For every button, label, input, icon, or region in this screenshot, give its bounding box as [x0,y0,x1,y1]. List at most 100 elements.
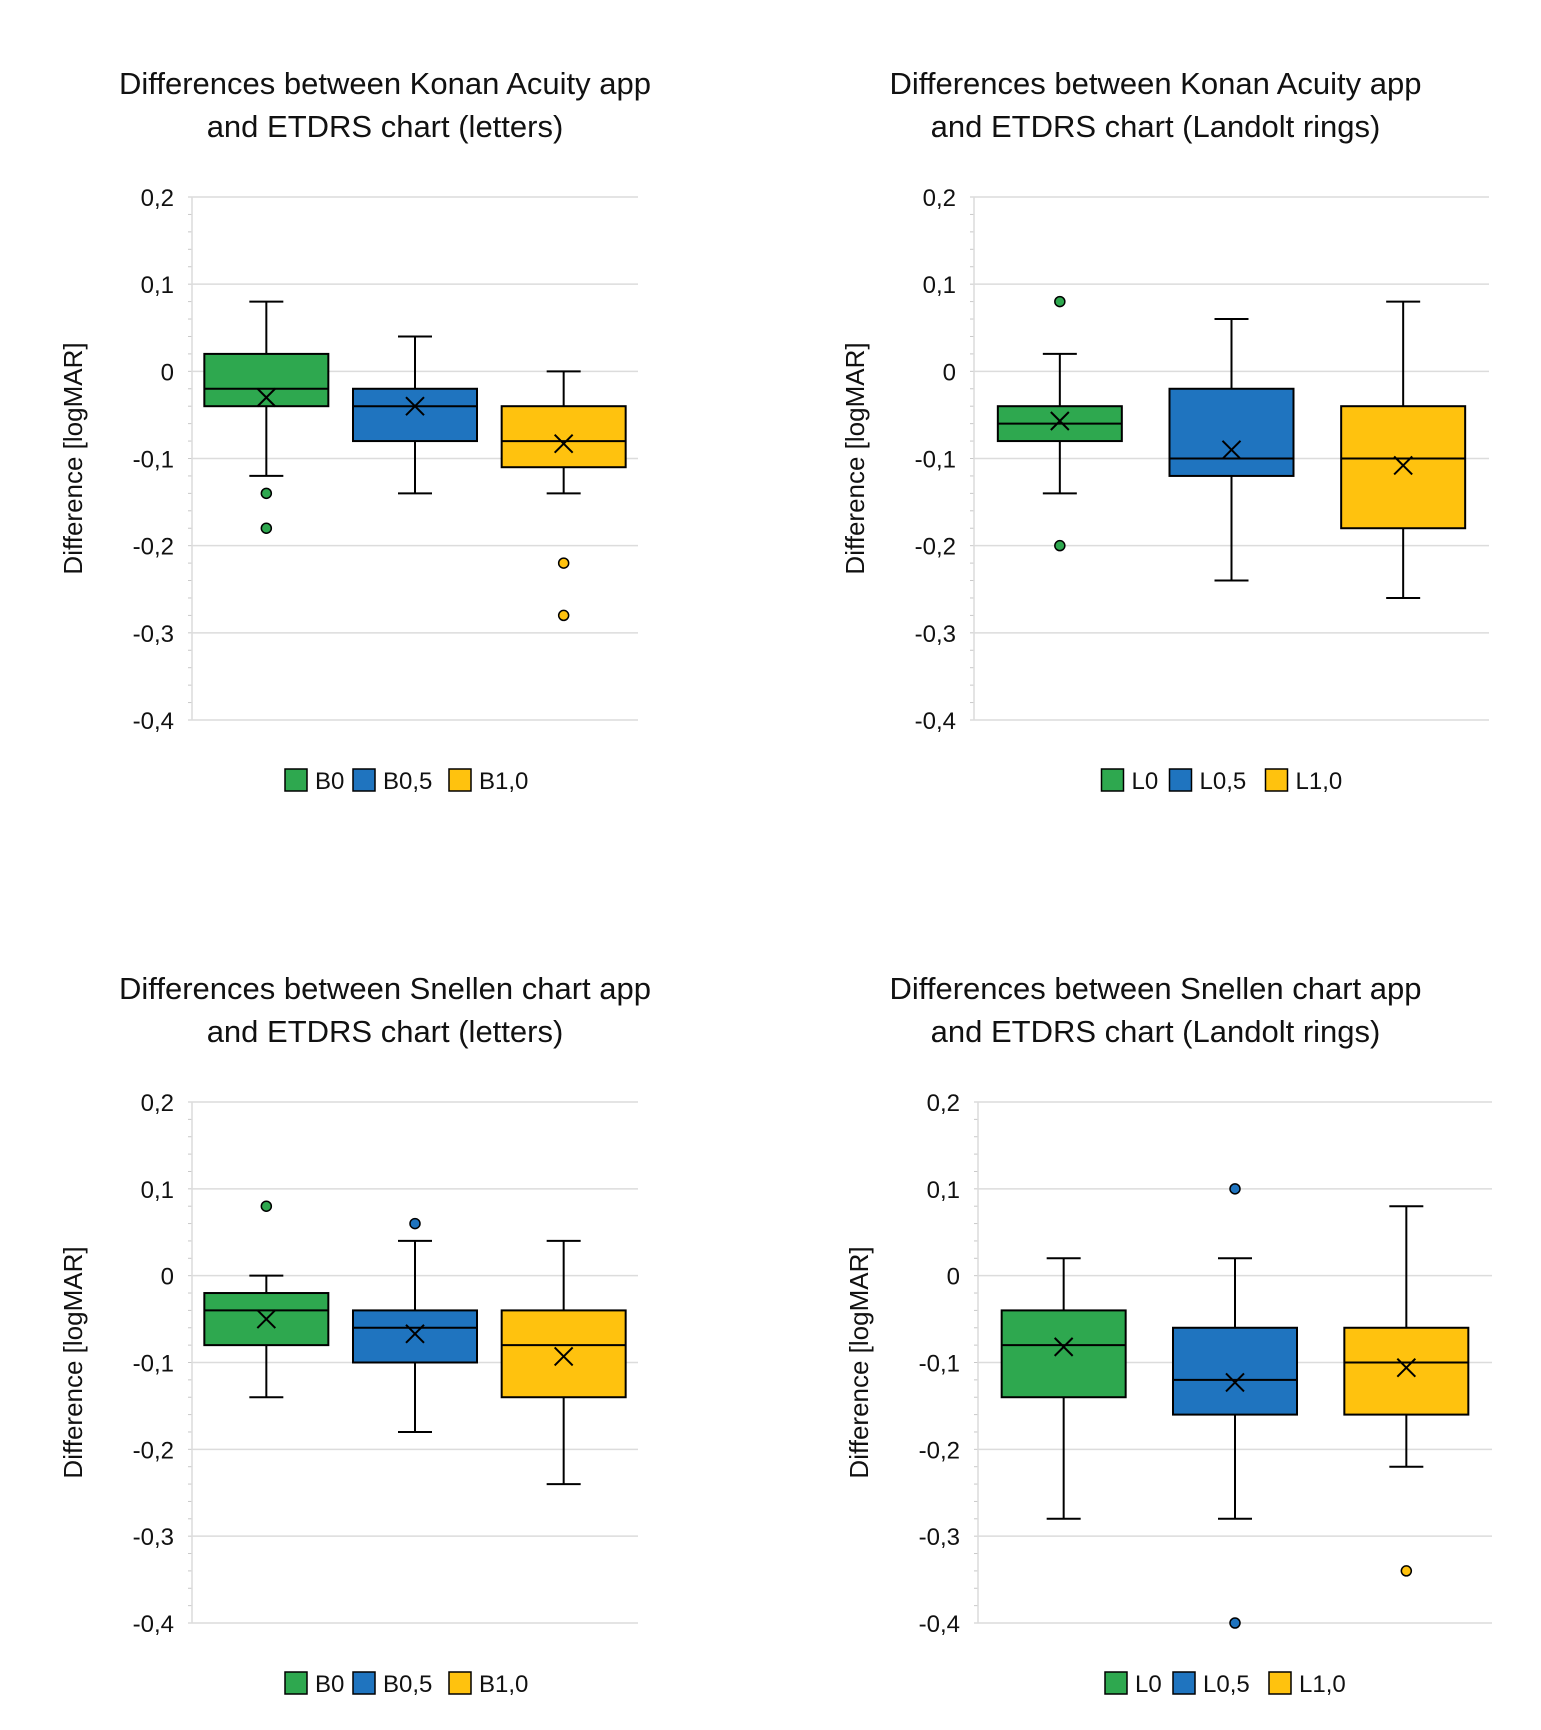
legend-swatch [448,768,472,792]
y-tick-label: -0,1 [133,447,174,474]
y-tick-label: 0 [161,359,174,386]
y-tick-label: -0,1 [915,447,956,474]
legend-label: L1,0 [1296,768,1343,795]
legend-item: B1,0 [448,768,528,795]
outlier-point [1229,1617,1241,1629]
y-tick-label: 0,1 [141,272,174,299]
y-tick-label: 0,1 [923,272,956,299]
legend-swatch [1264,768,1289,792]
y-tick-label: -0,3 [915,621,956,648]
legend-item: L0 [1100,768,1158,795]
y-tick-label: -0,2 [133,534,174,561]
y-tick-label: 0,2 [923,185,956,212]
boxplot-chart: 0,2 0,1 0 -0,1 -0,2 -0,3 -0,4 Difference [logMA… [844,1090,1492,1698]
legend-label: B0 [315,1671,344,1698]
boxplot-chart: 0,2 0,1 0 -0,1 -0,2 -0,3 -0,4 Difference [logMA… [840,185,1489,795]
box-iqr [352,1309,478,1364]
chart-panel-konan-letters: Differences between Konan Acuity app and… [0,0,770,865]
y-tick-label: -0,3 [919,1524,960,1551]
mean-marker [256,387,277,408]
box-iqr [500,1309,627,1399]
y-tick-label: -0,3 [133,621,174,648]
y-tick-label: 0,2 [141,1090,174,1117]
chart-title: Differences between Konan Acuity app and… [770,62,1541,148]
legend-item: B0,5 [352,1671,432,1698]
y-axis-label: Difference [logMAR] [840,342,870,574]
chart-panel-snellen-letters: Differences between Snellen chart app an… [0,865,770,1730]
legend-item: B0,5 [352,768,432,795]
boxplot-chart: 0,2 0,1 0 -0,1 -0,2 -0,3 -0,4 Difference [logMA… [58,185,638,795]
legend-item: B0 [284,1671,344,1698]
box-iqr [1343,1326,1470,1416]
box-series-B0 [203,1200,330,1399]
mean-marker [256,1309,277,1329]
legend-label: L0 [1135,1671,1162,1698]
box-series-L1,0 [1340,300,1467,599]
chart-title-line-1: Differences between Snellen chart app [119,971,651,1006]
outlier-point [557,557,570,569]
box-iqr [352,387,478,443]
box-series-L0 [996,295,1123,552]
box-series-B0 [203,300,330,534]
legend-item: L1,0 [1264,768,1343,795]
chart-title-line-1: Differences between Snellen chart app [889,971,1422,1006]
legend-swatch [1100,768,1125,792]
legend-swatch [284,1671,308,1695]
y-tick-label: -0,1 [133,1351,174,1378]
y-tick-label: 0 [943,359,956,386]
mean-marker [405,396,425,416]
outlier-point [1054,295,1066,308]
legend-label: B1,0 [479,768,528,795]
box-iqr [1340,405,1467,530]
legend-item: L0,5 [1172,1671,1250,1698]
mean-marker [1050,411,1070,431]
legend-label: L0,5 [1200,768,1247,795]
chart-panel-snellen-landolt: Differences between Snellen chart app an… [770,865,1541,1730]
legend-swatch [1168,768,1193,792]
chart-title: Differences between Konan Acuity app and… [0,62,770,148]
chart-title-line-1: Differences between Konan Acuity app [119,66,651,101]
y-axis-label: Difference [logMAR] [58,342,88,574]
y-tick-label: -0,2 [133,1437,174,1464]
legend-swatch [448,1671,472,1695]
chart-title-line-2: and ETDRS chart (Landolt rings) [930,109,1381,144]
y-tick-label: 0,2 [927,1090,960,1117]
y-tick-label: -0,4 [915,708,956,735]
mean-marker [1396,1358,1417,1378]
y-tick-label: -0,1 [919,1351,960,1378]
box-series-L0,5 [1168,318,1295,582]
box-iqr [500,405,627,469]
legend-item: L0 [1104,1671,1162,1698]
outlier-point [1229,1183,1241,1195]
y-tick-label: 0 [947,1264,960,1291]
legend-label: L0,5 [1203,1671,1250,1698]
box-series-B1,0 [500,1239,627,1486]
box-series-B0,5 [352,1217,478,1433]
legend-swatch [1172,1671,1196,1695]
y-tick-label: 0,2 [141,185,174,212]
box-iqr [1172,1326,1298,1416]
chart-title: Differences between Snellen chart app an… [0,967,770,1053]
y-tick-label: -0,2 [915,534,956,561]
y-tick-label: -0,4 [919,1611,960,1638]
mean-marker [1225,1372,1245,1393]
legend-item: L1,0 [1268,1671,1346,1698]
box-series-L0 [1000,1257,1127,1520]
box-iqr [1168,387,1295,477]
y-axis-label: Difference [logMAR] [844,1246,874,1478]
mean-marker [1221,440,1242,460]
mean-marker [553,1346,574,1367]
outlier-point [1054,539,1066,552]
outlier-point [260,487,273,500]
legend-swatch [352,1671,376,1695]
legend-swatch [1104,1671,1128,1695]
chart-title-line-1: Differences between Konan Acuity app [889,66,1422,101]
outlier-point [260,1200,273,1212]
mean-marker [553,433,574,454]
legend-item: B0 [284,768,344,795]
mean-marker [405,1324,425,1344]
legend-item: L0,5 [1168,768,1247,795]
legend-label: B1,0 [479,1671,528,1698]
y-tick-label: -0,4 [133,1611,174,1638]
outlier-point [409,1217,421,1230]
